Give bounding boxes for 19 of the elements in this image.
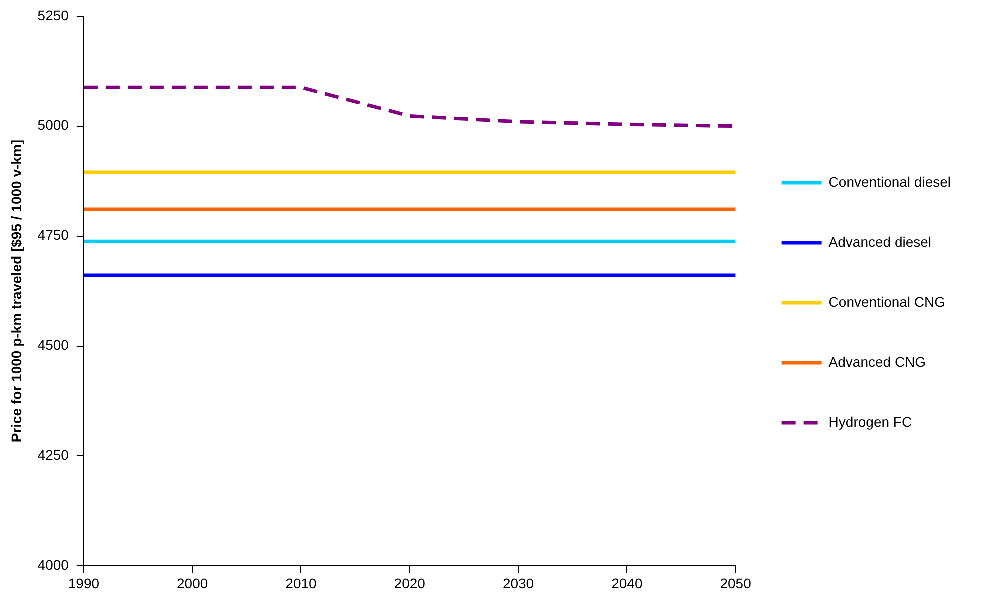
y-tick-label: 4000 <box>38 557 70 574</box>
x-tick-label: 1990 <box>68 575 100 592</box>
legend-label: Advanced diesel <box>828 234 932 250</box>
x-tick-label: 2000 <box>177 575 208 592</box>
y-tick-label: 5000 <box>38 117 70 134</box>
x-tick-label: 2050 <box>720 575 752 592</box>
legend-label: Conventional CNG <box>828 294 946 310</box>
x-tick-label: 2010 <box>286 575 318 592</box>
x-tick-label: 2040 <box>612 575 643 592</box>
y-tick-label: 4250 <box>38 447 70 464</box>
x-tick-label: 2030 <box>502 575 534 592</box>
legend-label: Hydrogen FC <box>828 414 912 430</box>
y-tick-label: 5250 <box>38 7 70 24</box>
y-tick-label: 4500 <box>38 337 70 354</box>
legend-label: Conventional diesel <box>828 174 952 190</box>
y-axis-title: Price for 1000 p-km traveled [$95 / 1000 v-km] <box>8 140 24 443</box>
legend-label: Advanced CNG <box>828 354 926 370</box>
x-tick-label: 2020 <box>394 575 426 592</box>
y-tick-label: 4750 <box>38 227 70 244</box>
